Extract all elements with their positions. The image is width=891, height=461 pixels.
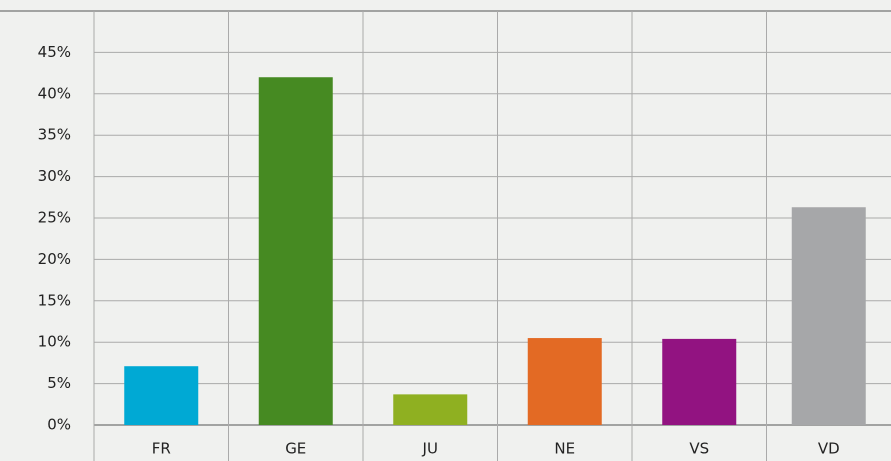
bar: [791, 207, 866, 425]
y-tick-label: 40%: [38, 84, 71, 102]
x-tick-label: JU: [422, 440, 438, 458]
y-tick-label: 20%: [38, 250, 71, 268]
bar: [393, 394, 468, 425]
y-tick-label: 35%: [38, 126, 71, 144]
x-tick-label: NE: [554, 440, 575, 458]
y-tick-label: 5%: [47, 374, 71, 392]
y-tick-label: 15%: [38, 291, 71, 309]
x-tick-label: GE: [285, 440, 306, 458]
y-tick-label: 10%: [38, 333, 71, 351]
bar: [258, 77, 333, 426]
x-tick-label: FR: [152, 440, 171, 458]
y-tick-label: 0%: [47, 416, 71, 434]
bar: [662, 338, 737, 425]
y-tick-label: 25%: [38, 209, 71, 227]
y-tick-label: 45%: [38, 43, 71, 61]
x-tick-label: VS: [689, 440, 709, 458]
bar: [124, 366, 199, 425]
y-tick-label: 30%: [38, 167, 71, 185]
bar: [527, 338, 602, 425]
x-tick-label: VD: [818, 440, 840, 458]
